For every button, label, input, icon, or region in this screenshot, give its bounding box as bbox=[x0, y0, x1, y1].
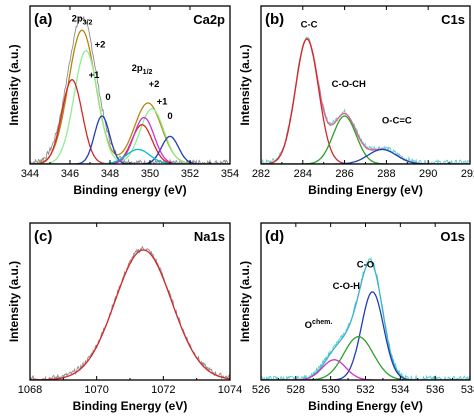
annotation-main: C-C bbox=[301, 19, 318, 30]
x-tick-label: 536 bbox=[426, 384, 444, 396]
x-tick-label: 348 bbox=[101, 168, 119, 180]
peak-annotation: 0 bbox=[105, 92, 110, 103]
peak-annotation: 0 bbox=[167, 111, 172, 122]
x-tick-label: 288 bbox=[377, 168, 395, 180]
peak-annotation: +2 bbox=[95, 40, 106, 51]
panel-o1s: 526 528 530 532 534 536 538 Binding Energy (eV)… bbox=[238, 222, 474, 413]
annotation-main: C-O bbox=[357, 259, 374, 270]
x-axis-label: Binding energy (eV) bbox=[73, 183, 186, 197]
plot-area bbox=[30, 15, 230, 164]
annotation-main: 0 bbox=[167, 111, 172, 122]
panel-letter: (a) bbox=[34, 11, 52, 28]
annotation-main: C-O-CH bbox=[332, 79, 366, 90]
x-tick-label: 538 bbox=[461, 384, 474, 396]
plot-frame bbox=[29, 5, 231, 165]
element-label: Ca2p bbox=[193, 12, 225, 27]
x-tick-label: 1072 bbox=[151, 384, 175, 396]
x-tick-label: 530 bbox=[321, 384, 339, 396]
peak-annotation: 2p1/2 bbox=[132, 63, 153, 76]
peak-annotation: O-C=C bbox=[382, 115, 412, 126]
annotation-main: +1 bbox=[157, 96, 169, 107]
panel-c1s: 282 284 286 288 290 292 Binding Energy (eV) Int… bbox=[238, 5, 474, 197]
annotation-subscript: 3/2 bbox=[83, 20, 93, 27]
annotation-subscript: 1/2 bbox=[143, 69, 153, 76]
annotation-main: 0 bbox=[105, 92, 110, 103]
element-label: C1s bbox=[441, 12, 465, 27]
series-component-1 bbox=[30, 249, 230, 380]
x-tick-label: 354 bbox=[221, 168, 239, 180]
x-tick-label: 1068 bbox=[18, 384, 42, 396]
x-tick-label: 352 bbox=[181, 168, 199, 180]
series-raw-data bbox=[261, 256, 470, 380]
series-component-5 bbox=[30, 116, 230, 164]
series-component-plus1 bbox=[30, 79, 230, 164]
plot-frame bbox=[29, 222, 231, 381]
x-tick-label: 350 bbox=[141, 168, 159, 180]
plot-area bbox=[30, 245, 230, 380]
annotation-main: O bbox=[305, 320, 312, 331]
peak-annotation: C-O bbox=[357, 259, 374, 270]
peak-annotation: +1 bbox=[157, 96, 169, 107]
peak-annotation: +2 bbox=[149, 79, 160, 90]
x-tick-label: 532 bbox=[356, 384, 374, 396]
y-axis-label: Intensity (a.u.) bbox=[7, 261, 21, 342]
plot-area bbox=[261, 36, 470, 164]
x-tick-label: 292 bbox=[461, 168, 474, 180]
peak-annotation: C-O-CH bbox=[332, 79, 366, 90]
panel-na1s: 1068 1070 1072 1074 Binding Energy (eV) Inten… bbox=[7, 222, 242, 413]
x-axis-label: Binding Energy (eV) bbox=[73, 399, 188, 413]
x-tick-label: 526 bbox=[252, 384, 270, 396]
annotation-main: C-O-H bbox=[333, 281, 361, 292]
panel-ca2p: 344 346 348 350 352 354 Binding energy (eV) Int… bbox=[7, 5, 239, 197]
x-axis-label: Binding Energy (eV) bbox=[308, 399, 423, 413]
series-raw-data bbox=[30, 245, 230, 380]
y-axis-label: Intensity (a.u.) bbox=[238, 44, 252, 125]
annotation-main: O-C=C bbox=[382, 115, 412, 126]
series-fit-envelope bbox=[261, 261, 470, 380]
peak-annotation: 2p3/2 bbox=[72, 14, 93, 27]
annotation-main: 2p bbox=[72, 14, 83, 25]
x-tick-label: 528 bbox=[287, 384, 305, 396]
annotation-main: +1 bbox=[89, 70, 101, 81]
x-tick-label: 346 bbox=[61, 168, 79, 180]
panel-letter: (b) bbox=[265, 11, 284, 28]
annotation-main: 2p bbox=[132, 63, 143, 74]
y-axis-label: Intensity (a.u.) bbox=[7, 44, 21, 125]
element-label: Na1s bbox=[194, 229, 225, 244]
x-tick-label: 286 bbox=[335, 168, 353, 180]
series-component-cc bbox=[261, 38, 470, 164]
series-component-coh bbox=[261, 336, 470, 380]
series-component-occ bbox=[261, 148, 470, 164]
series-raw-data bbox=[261, 36, 470, 164]
panel-letter: (d) bbox=[265, 228, 284, 245]
series-component-6 bbox=[30, 148, 230, 164]
peak-annotation: C-O-H bbox=[333, 281, 361, 292]
x-tick-label: 1074 bbox=[218, 384, 242, 396]
annotation-main: +2 bbox=[95, 40, 106, 51]
annotation-main: +2 bbox=[149, 79, 160, 90]
x-tick-label: 344 bbox=[21, 168, 39, 180]
annotation-superscript: chem. bbox=[312, 319, 332, 326]
x-tick-label: 282 bbox=[252, 168, 270, 180]
series-component-coch bbox=[261, 115, 470, 164]
peak-annotation: +1 bbox=[89, 70, 101, 81]
series-component-co bbox=[261, 291, 470, 380]
x-tick-label: 290 bbox=[419, 168, 437, 180]
y-axis-label: Intensity (a.u.) bbox=[238, 261, 252, 342]
plot-area bbox=[261, 256, 470, 380]
panel-letter: (c) bbox=[34, 228, 52, 245]
series-raw-data bbox=[30, 15, 230, 164]
x-tick-label: 534 bbox=[391, 384, 409, 396]
x-tick-label: 284 bbox=[294, 168, 312, 180]
element-label: O1s bbox=[440, 229, 465, 244]
x-axis-label: Binding Energy (eV) bbox=[308, 183, 423, 197]
plot-frame bbox=[260, 222, 471, 381]
x-tick-label: 1070 bbox=[84, 384, 108, 396]
peak-annotation: Ochem. bbox=[305, 319, 333, 331]
peak-annotation: C-C bbox=[301, 19, 318, 30]
